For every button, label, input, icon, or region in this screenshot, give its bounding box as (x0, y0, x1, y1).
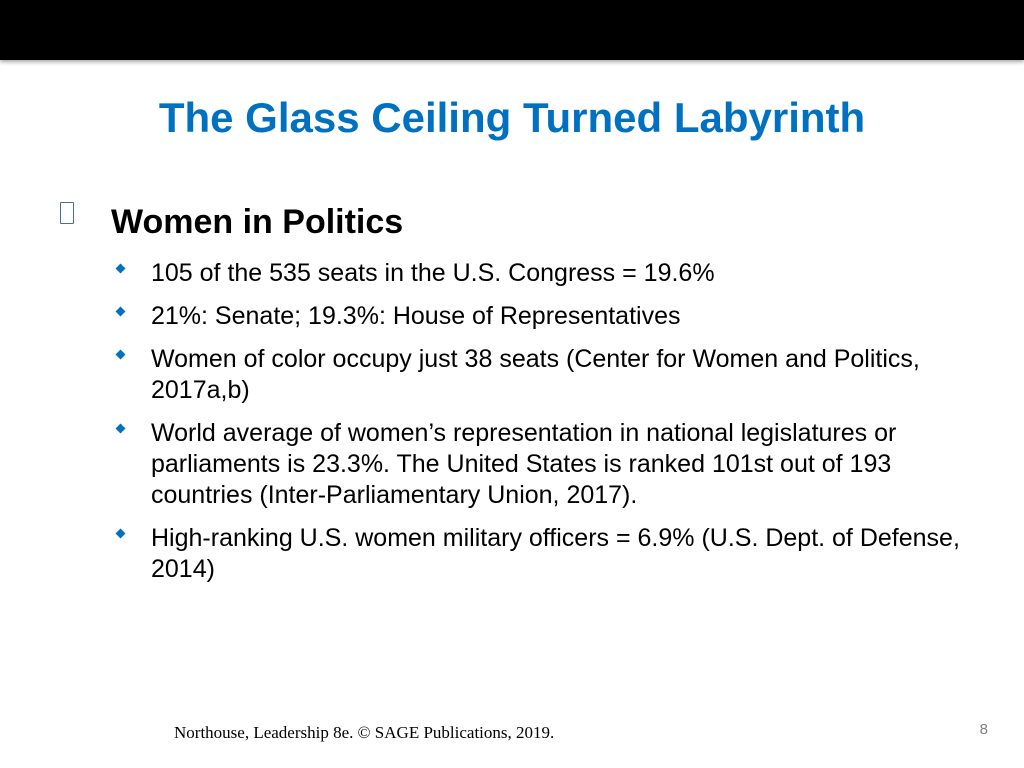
square-bullet-icon (60, 202, 74, 224)
page-number: 8 (979, 721, 988, 738)
bullet-list: 105 of the 535 seats in the U.S. Congres… (112, 258, 972, 597)
diamond-bullet-icon (115, 528, 126, 539)
footer-citation: Northouse, Leadership 8e. © SAGE Publica… (174, 723, 555, 742)
bullet-text: 21%: Senate; 19.3%: House of Representat… (151, 302, 681, 330)
bullet-text: World average of women’s representation … (151, 419, 897, 509)
diamond-bullet-icon (115, 423, 126, 434)
bullet-text: Women of color occupy just 38 seats (Cen… (151, 345, 920, 404)
bullet-item: World average of women’s representation … (112, 418, 972, 511)
diamond-bullet-icon (115, 349, 126, 360)
section-label: Women in Politics (111, 203, 404, 241)
bullet-item: High-ranking U.S. women military officer… (112, 523, 972, 585)
top-bar (0, 0, 1024, 60)
bullet-text: High-ranking U.S. women military officer… (151, 524, 960, 583)
bullet-item: 105 of the 535 seats in the U.S. Congres… (112, 258, 972, 289)
bullet-text: 105 of the 535 seats in the U.S. Congres… (151, 259, 715, 287)
diamond-bullet-icon (115, 263, 126, 274)
slide-title: The Glass Ceiling Turned Labyrinth (158, 94, 866, 141)
diamond-bullet-icon (115, 306, 126, 317)
bullet-item: Women of color occupy just 38 seats (Cen… (112, 344, 972, 406)
bullet-item: 21%: Senate; 19.3%: House of Representat… (112, 301, 972, 332)
